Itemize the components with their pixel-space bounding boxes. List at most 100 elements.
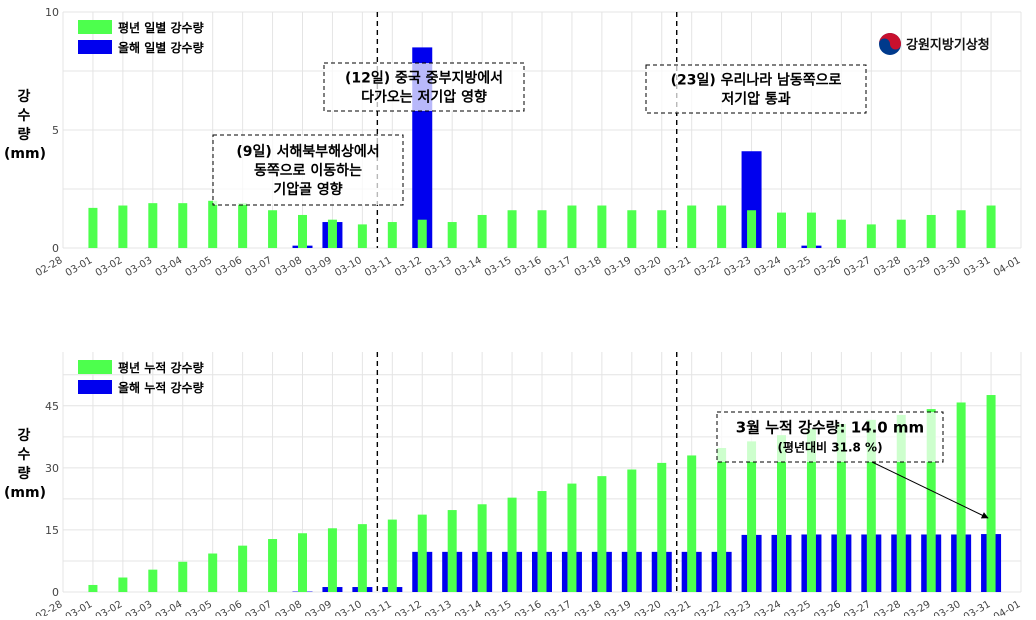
annotation-text: 동쪽으로 이동하는 — [254, 162, 362, 179]
x-tick-label: 03-24 — [752, 255, 783, 279]
x-tick-label: 03-03 — [124, 599, 155, 616]
normal-bar — [687, 206, 696, 248]
normal-bar — [508, 498, 517, 592]
x-tick-label: 03-22 — [692, 255, 723, 279]
x-tick-label: 03-23 — [722, 255, 753, 279]
legend-label: 평년 누적 강수량 — [118, 360, 204, 375]
x-tick-label: 03-25 — [782, 255, 813, 279]
x-tick-label: 03-17 — [543, 599, 574, 616]
x-tick-label: 03-15 — [483, 599, 514, 616]
x-tick-label: 04-01 — [992, 599, 1023, 616]
x-tick-label: 03-20 — [633, 255, 664, 279]
y-tick-label: 0 — [52, 586, 59, 599]
annotation-text: 3월 누적 강수량: 14.0 mm — [736, 419, 924, 437]
normal-bar — [627, 470, 636, 592]
x-tick-label: 04-01 — [992, 255, 1023, 279]
x-tick-label: 03-19 — [603, 599, 634, 616]
daily-ylabel-char: 강 — [4, 88, 44, 107]
normal-bar — [478, 215, 487, 248]
normal-bar — [717, 448, 726, 592]
normal-bar — [418, 515, 427, 592]
annotation-text: (12일) 중국 중부지방에서 — [345, 70, 503, 87]
x-tick-label: 03-20 — [633, 599, 664, 616]
x-tick-label: 03-03 — [124, 255, 155, 279]
x-tick-label: 03-18 — [573, 599, 604, 616]
normal-bar — [657, 463, 666, 592]
normal-bar — [298, 533, 307, 592]
x-tick-label: 03-05 — [184, 599, 215, 616]
x-tick-label: 03-27 — [842, 255, 873, 279]
normal-bar — [268, 210, 277, 248]
y-tick-label: 5 — [52, 124, 59, 137]
normal-bar — [148, 203, 157, 248]
x-tick-label: 03-25 — [782, 599, 813, 616]
normal-bar — [957, 402, 966, 592]
normal-bar — [358, 224, 367, 248]
normal-bar — [657, 210, 666, 248]
y-tick-label: 10 — [45, 6, 59, 19]
normal-bar — [448, 222, 457, 248]
x-tick-label: 03-28 — [872, 599, 903, 616]
x-tick-label: 03-23 — [722, 599, 753, 616]
legend-label: 평년 일별 강수량 — [118, 20, 204, 35]
x-tick-label: 03-29 — [902, 255, 933, 279]
x-tick-label: 03-13 — [423, 255, 454, 279]
normal-bar — [118, 206, 127, 248]
normal-bar — [597, 206, 606, 248]
normal-bar — [717, 206, 726, 248]
x-tick-label: 03-01 — [64, 255, 95, 279]
x-tick-label: 03-09 — [303, 255, 334, 279]
x-tick-label: 03-06 — [213, 599, 244, 616]
daily-ylabel-char: 수 — [4, 107, 44, 126]
x-tick-label: 03-15 — [483, 255, 514, 279]
normal-bar — [238, 546, 247, 592]
normal-bar — [987, 206, 996, 248]
daily-ylabel-char: 량 — [4, 126, 44, 145]
x-tick-label: 03-29 — [902, 599, 933, 616]
cumulative-ylabel-char: 강 — [4, 427, 44, 446]
normal-bar — [508, 210, 517, 248]
legend-swatch — [78, 20, 112, 34]
normal-bar — [208, 201, 217, 248]
x-tick-label: 03-30 — [932, 255, 963, 279]
normal-bar — [867, 224, 876, 248]
x-tick-label: 03-16 — [513, 599, 544, 616]
x-tick-label: 03-11 — [363, 255, 394, 279]
x-tick-label: 03-27 — [842, 599, 873, 616]
logo-text: 강원지방기상청 — [906, 37, 990, 53]
x-tick-label: 03-26 — [812, 599, 843, 616]
normal-bar — [358, 524, 367, 592]
normal-bar — [837, 220, 846, 248]
normal-bar — [88, 585, 97, 592]
x-tick-label: 03-26 — [812, 255, 843, 279]
normal-bar — [388, 222, 397, 248]
x-tick-label: 03-08 — [273, 599, 304, 616]
y-tick-label: 45 — [45, 400, 59, 413]
normal-bar — [538, 491, 547, 592]
legend-swatch — [78, 40, 112, 54]
daily-ylabel-unit: (mm) — [4, 145, 44, 164]
x-tick-label: 03-28 — [872, 255, 903, 279]
normal-bar — [448, 510, 457, 592]
x-tick-label: 03-13 — [423, 599, 454, 616]
x-tick-label: 03-16 — [513, 255, 544, 279]
x-tick-label: 03-21 — [663, 599, 694, 616]
x-tick-label: 02-28 — [34, 255, 65, 279]
x-tick-label: 03-10 — [333, 599, 364, 616]
x-tick-label: 03-31 — [962, 599, 993, 616]
normal-bar — [148, 570, 157, 592]
x-tick-label: 03-06 — [213, 255, 244, 279]
normal-bar — [777, 213, 786, 248]
normal-bar — [957, 210, 966, 248]
annotation-text: (23일) 우리나라 남동쪽으로 — [671, 72, 842, 89]
x-tick-label: 03-21 — [663, 255, 694, 279]
annotation-text: (평년대비 31.8 %) — [777, 440, 882, 455]
annotation: 3월 누적 강수량: 14.0 mm (평년대비 31.8 %) — [717, 412, 943, 462]
x-tick-label: 03-19 — [603, 255, 634, 279]
normal-bar — [567, 484, 576, 592]
normal-bar — [388, 520, 397, 592]
